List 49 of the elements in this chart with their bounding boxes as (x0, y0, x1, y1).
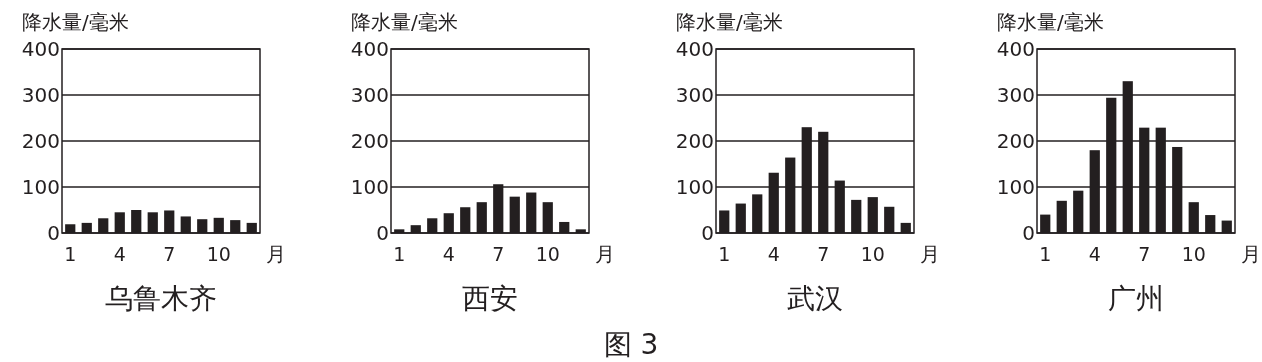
y-tick-label: 100 (350, 175, 389, 199)
x-tick-label: 1 (1039, 243, 1052, 265)
x-tick-label: 4 (1088, 243, 1101, 265)
y-tick-label: 200 (996, 129, 1035, 153)
y-axis-title: 降水量/毫米 (676, 10, 783, 34)
y-tick-label: 100 (675, 175, 714, 199)
x-tick-label: 4 (113, 243, 126, 265)
x-tick-label: 10 (860, 243, 885, 265)
x-axis-title: 月 (266, 242, 286, 266)
y-tick-label: 200 (675, 129, 714, 153)
x-tick-label: 4 (767, 243, 780, 265)
text: 广州 (1108, 282, 1164, 315)
y-tick-label: 0 (47, 221, 60, 245)
text: 西安 (462, 282, 518, 315)
y-tick-label: 400 (21, 37, 60, 61)
x-axis-title: 月 (920, 242, 940, 266)
y-tick-label: 0 (376, 221, 389, 245)
x-tick-label: 4 (442, 243, 455, 265)
y-tick-label: 0 (701, 221, 714, 245)
x-tick-label: 1 (64, 243, 77, 265)
x-tick-label: 1 (393, 243, 406, 265)
y-tick-label: 300 (675, 83, 714, 107)
y-tick-label: 200 (21, 129, 60, 153)
x-tick-label: 10 (535, 243, 560, 265)
y-tick-label: 0 (1022, 221, 1035, 245)
x-tick-label: 7 (1138, 243, 1151, 265)
y-tick-label: 200 (350, 129, 389, 153)
x-tick-label: 1 (718, 243, 731, 265)
y-tick-label: 300 (996, 83, 1035, 107)
x-tick-label: 7 (817, 243, 830, 265)
x-tick-label: 7 (163, 243, 176, 265)
y-axis-title: 降水量/毫米 (997, 10, 1104, 34)
y-tick-label: 400 (350, 37, 389, 61)
x-axis-title: 月 (1241, 242, 1261, 266)
x-axis-title: 月 (595, 242, 615, 266)
y-tick-label: 300 (350, 83, 389, 107)
x-tick-label: 10 (206, 243, 231, 265)
y-axis-title: 降水量/毫米 (351, 10, 458, 34)
y-tick-label: 400 (996, 37, 1035, 61)
text: 乌鲁木齐 (105, 282, 217, 315)
x-tick-label: 10 (1181, 243, 1206, 265)
y-axis-title: 降水量/毫米 (22, 10, 129, 34)
y-tick-label: 100 (21, 175, 60, 199)
y-tick-label: 400 (675, 37, 714, 61)
y-tick-label: 300 (21, 83, 60, 107)
text: 武汉 (787, 282, 843, 315)
x-tick-label: 7 (492, 243, 505, 265)
y-tick-label: 100 (996, 175, 1035, 199)
caption: 图 3 (603, 328, 659, 361)
